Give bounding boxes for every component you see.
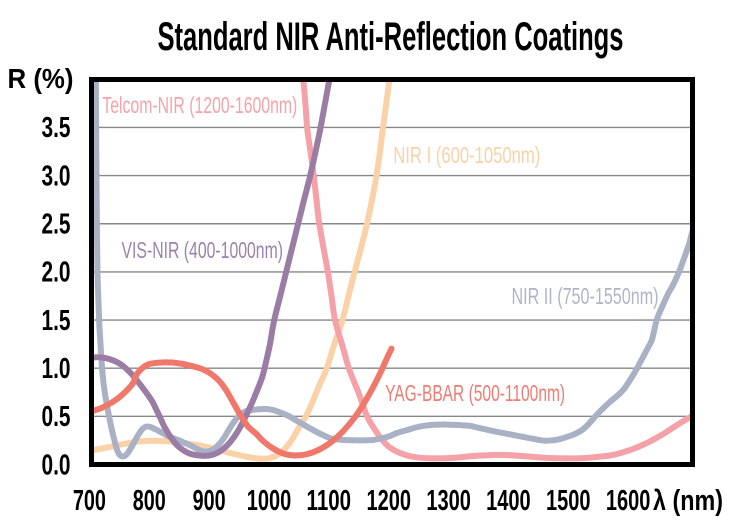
- svg-text:1100: 1100: [307, 485, 352, 517]
- svg-text:1600: 1600: [606, 485, 651, 517]
- svg-text:1300: 1300: [426, 485, 471, 517]
- svg-text:λ (nm): λ (nm): [653, 485, 723, 517]
- svg-text:Telcom-NIR (1200-1600nm): Telcom-NIR (1200-1600nm): [102, 92, 297, 118]
- svg-text:1500: 1500: [546, 485, 591, 517]
- svg-text:2.0: 2.0: [42, 257, 71, 289]
- svg-text:1400: 1400: [486, 485, 531, 517]
- svg-text:900: 900: [193, 485, 226, 517]
- svg-text:0.0: 0.0: [42, 450, 71, 482]
- svg-text:0.5: 0.5: [42, 401, 71, 433]
- svg-text:1200: 1200: [366, 485, 411, 517]
- svg-text:1000: 1000: [247, 485, 292, 517]
- svg-text:3.0: 3.0: [42, 160, 71, 192]
- svg-text:Standard NIR Anti-Reflection C: Standard NIR Anti-Reflection Coatings: [158, 15, 624, 59]
- svg-text:1.0: 1.0: [42, 353, 71, 385]
- svg-text:700: 700: [73, 485, 106, 517]
- svg-text:3.5: 3.5: [42, 112, 71, 144]
- svg-text:2.5: 2.5: [42, 209, 71, 241]
- svg-text:NIR I (600-1050nm): NIR I (600-1050nm): [393, 142, 540, 168]
- svg-text:800: 800: [133, 485, 166, 517]
- svg-text:NIR II (750-1550nm): NIR II (750-1550nm): [512, 283, 659, 309]
- svg-text:1.5: 1.5: [42, 305, 71, 337]
- svg-text:YAG-BBAR (500-1100nm): YAG-BBAR (500-1100nm): [385, 380, 565, 406]
- svg-text:VIS-NIR (400-1000nm): VIS-NIR (400-1000nm): [122, 237, 284, 263]
- svg-text:R (%): R (%): [8, 63, 74, 94]
